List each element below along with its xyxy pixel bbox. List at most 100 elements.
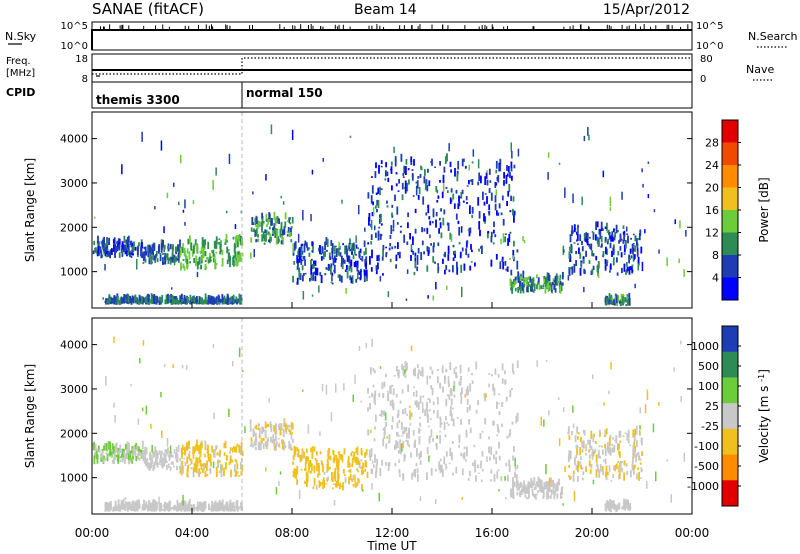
colorbar-tick-label: 100 xyxy=(698,380,719,393)
scatter-mark xyxy=(160,244,163,250)
scatter-mark xyxy=(466,407,469,413)
scatter-mark xyxy=(194,239,197,246)
scatter-mark xyxy=(299,454,302,463)
scatter-mark xyxy=(138,503,141,509)
scatter-mark xyxy=(619,440,622,443)
scatter-mark xyxy=(516,260,519,270)
scatter-mark xyxy=(512,487,515,494)
scatter-mark xyxy=(408,179,410,185)
scatter-mark xyxy=(149,299,151,304)
scatter-mark xyxy=(237,252,240,261)
scatter-mark xyxy=(113,402,115,408)
scatter-mark xyxy=(100,251,103,259)
scatter-mark xyxy=(576,426,578,434)
scatter-mark xyxy=(498,402,500,405)
scatter-mark xyxy=(108,298,111,304)
scatter-mark xyxy=(252,444,255,448)
scatter-mark xyxy=(129,240,132,245)
scatter-mark xyxy=(197,262,200,266)
scatter-mark xyxy=(455,213,458,220)
scatter-mark xyxy=(292,455,295,461)
scatter-mark xyxy=(112,459,114,464)
scatter-mark xyxy=(568,251,571,260)
scatter-mark xyxy=(340,263,343,267)
scatter-mark xyxy=(283,443,285,451)
scatter-mark xyxy=(209,467,212,475)
scatter-mark xyxy=(428,455,430,462)
scatter-mark xyxy=(225,502,228,510)
scatter-mark xyxy=(227,294,229,303)
scatter-mark xyxy=(572,405,574,413)
scatter-mark xyxy=(201,256,204,261)
scatter-mark xyxy=(406,182,409,192)
scatter-mark xyxy=(592,434,595,443)
scatter-mark xyxy=(152,252,154,261)
scatter-mark xyxy=(627,299,629,306)
scatter-mark xyxy=(167,505,169,510)
scatter-mark xyxy=(465,446,468,455)
scatter-mark xyxy=(161,460,164,469)
scatter-mark xyxy=(429,375,431,379)
scatter-mark xyxy=(204,440,207,447)
scatter-mark xyxy=(344,269,347,272)
scatter-mark xyxy=(506,435,509,439)
scatter-mark xyxy=(229,258,231,260)
scatter-mark xyxy=(404,180,407,189)
scatter-mark xyxy=(109,301,112,304)
scatter-mark xyxy=(586,232,589,241)
scatter-mark xyxy=(401,389,404,394)
scatter-mark xyxy=(405,159,408,165)
scatter-mark xyxy=(206,474,209,477)
ytick-label: 1000 xyxy=(60,472,88,485)
scatter-mark xyxy=(426,227,429,234)
scatter-mark xyxy=(622,301,625,305)
scatter-mark xyxy=(330,240,333,246)
scatter-mark xyxy=(591,456,594,460)
scatter-mark xyxy=(124,457,126,464)
scatter-mark xyxy=(547,485,550,493)
scatter-mark xyxy=(176,258,179,261)
scatter-mark xyxy=(319,451,322,455)
scatter-mark xyxy=(286,234,289,237)
scatter-mark xyxy=(467,229,470,231)
scatter-mark xyxy=(259,441,261,447)
scatter-mark xyxy=(453,251,455,256)
scatter-mark xyxy=(605,246,607,255)
scatter-mark xyxy=(585,465,587,468)
scatter-mark xyxy=(151,244,154,252)
scatter-mark xyxy=(428,180,431,187)
scatter-mark xyxy=(383,431,386,439)
scatter-mark xyxy=(199,298,202,304)
scatter-mark xyxy=(561,486,564,495)
scatter-mark xyxy=(355,448,358,454)
scatter-mark xyxy=(573,224,576,233)
ytick-label: 1000 xyxy=(60,266,88,279)
scatter-mark xyxy=(594,441,597,444)
scatter-mark xyxy=(148,500,150,508)
scatter-mark xyxy=(468,419,470,425)
scatter-mark xyxy=(235,500,238,509)
scatter-mark xyxy=(496,210,498,216)
scatter-mark xyxy=(628,254,630,264)
scatter-mark xyxy=(331,275,333,282)
scatter-mark xyxy=(231,460,234,462)
scatter-mark xyxy=(326,466,329,472)
scatter-mark xyxy=(391,246,394,250)
scatter-mark xyxy=(314,275,317,282)
scatter-mark xyxy=(490,446,493,455)
scatter-mark xyxy=(221,464,223,471)
scatter-mark xyxy=(280,221,283,231)
scatter-mark xyxy=(221,257,224,267)
scatter-mark xyxy=(573,263,576,273)
scatter-mark xyxy=(483,213,485,222)
scatter-mark xyxy=(471,161,474,164)
scatter-mark xyxy=(219,508,222,512)
scatter-mark xyxy=(579,234,582,242)
scatter-mark xyxy=(296,265,299,270)
scatter-mark xyxy=(512,255,515,260)
scatter-mark xyxy=(370,267,373,272)
scatter-mark xyxy=(401,435,403,437)
scatter-mark xyxy=(597,449,600,458)
scatter-mark xyxy=(97,445,100,452)
scatter-mark xyxy=(164,300,167,305)
